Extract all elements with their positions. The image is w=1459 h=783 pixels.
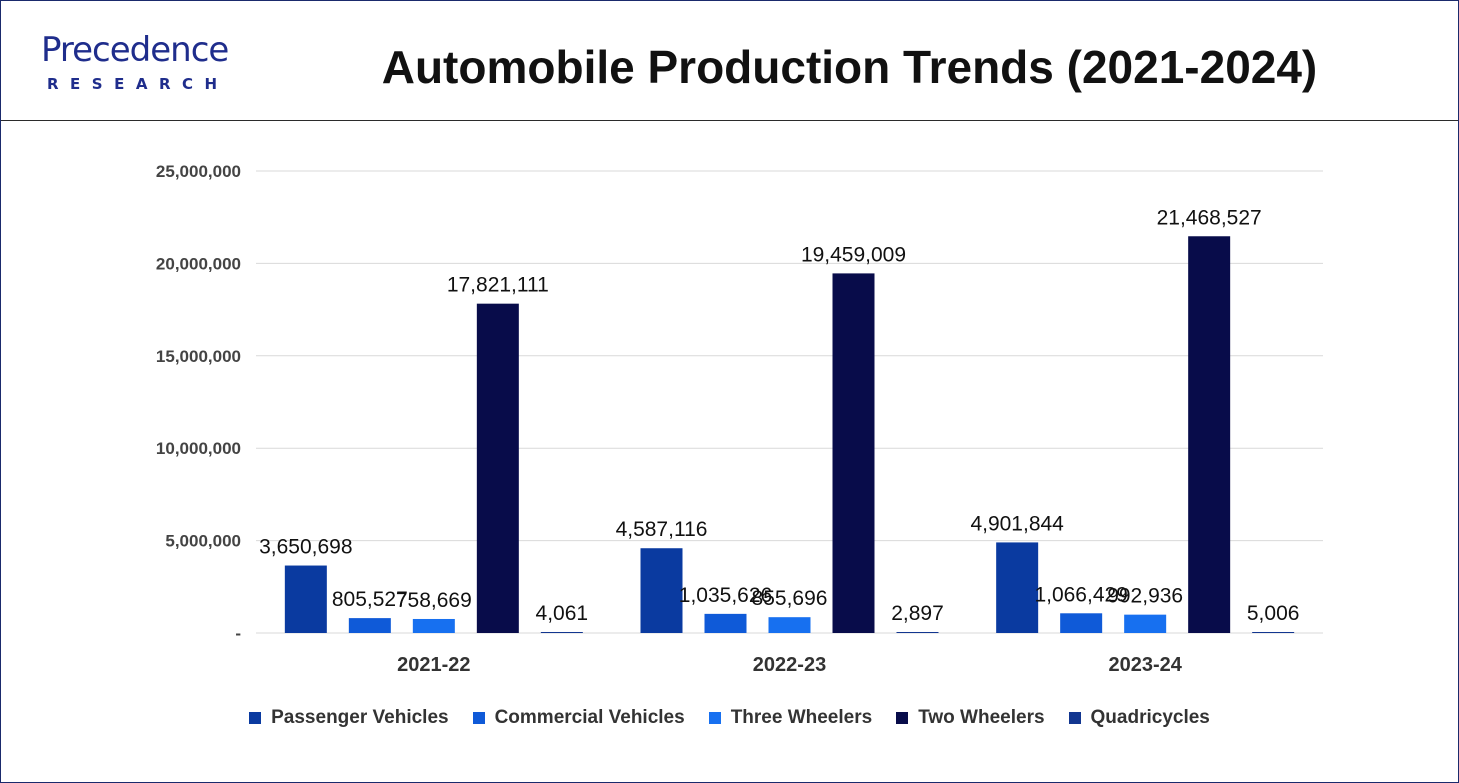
bar-three-wheelers [412, 618, 455, 633]
data-label: 19,459,009 [801, 243, 906, 266]
legend-swatch [896, 712, 909, 724]
legend-swatch [249, 712, 262, 724]
legend-label: Commercial Vehicles [494, 707, 685, 728]
logo-wordmark: Precedence [41, 30, 229, 70]
legend-swatch [1068, 712, 1081, 724]
data-label: 5,006 [1247, 602, 1300, 625]
bar-two-wheelers [476, 303, 519, 633]
bar-chart: - 5,000,000 10,000,000 15,000,000 20,000,000… [156, 162, 1323, 676]
data-label: 805,527 [332, 588, 408, 611]
bar-commercial-vehicles [348, 618, 391, 633]
bar-commercial-vehicles [704, 613, 747, 633]
precedence-research-logo: Precedence RESEARCH [41, 31, 271, 101]
legend-swatch [472, 712, 485, 724]
bar-passenger-vehicles [640, 548, 683, 633]
bar-two-wheelers [1188, 236, 1231, 633]
bar-commercial-vehicles [1060, 613, 1103, 633]
bar-quadricycles [540, 632, 583, 633]
data-label: 2,897 [891, 602, 944, 625]
bar-passenger-vehicles [996, 542, 1039, 633]
data-label: 758,669 [396, 589, 472, 612]
legend-label: Quadricycles [1090, 707, 1210, 728]
data-label: 17,821,111 [447, 274, 549, 297]
chart-title: Automobile Production Trends (2021-2024) [381, 41, 1318, 93]
y-tick-label: 15,000,000 [156, 347, 241, 366]
data-label: 4,901,844 [970, 512, 1064, 535]
x-tick-label: 2022-23 [753, 654, 826, 676]
bar-three-wheelers [768, 617, 811, 633]
bar-passenger-vehicles [284, 565, 327, 633]
x-tick-label: 2021-22 [397, 654, 470, 676]
legend-item: Three Wheelers [708, 707, 873, 729]
legend-label: Passenger Vehicles [271, 707, 449, 728]
chart-legend: Passenger Vehicles Commercial Vehicles Thr… [1, 707, 1458, 729]
legend-item: Passenger Vehicles [249, 707, 449, 729]
y-tick-label: 5,000,000 [165, 532, 241, 551]
data-label: 4,587,116 [616, 518, 708, 541]
bar-two-wheelers [832, 273, 875, 633]
y-tick-label: 10,000,000 [156, 439, 241, 458]
legend-item: Commercial Vehicles [472, 707, 685, 729]
data-label: 992,936 [1107, 585, 1183, 608]
data-label: 21,468,527 [1157, 206, 1262, 229]
legend-item: Quadricycles [1068, 707, 1210, 729]
y-tick-label: - [235, 624, 241, 643]
data-label: 1,035,626 [679, 584, 772, 607]
header: Precedence RESEARCH Automobile Productio… [1, 1, 1458, 121]
y-tick-label: 25,000,000 [156, 162, 241, 181]
legend-label: Two Wheelers [918, 707, 1045, 728]
legend-label: Three Wheelers [730, 707, 873, 728]
logo-subtitle: RESEARCH [47, 75, 229, 93]
legend-item: Two Wheelers [896, 707, 1045, 729]
bar-quadricycles [896, 632, 939, 633]
y-tick-label: 20,000,000 [156, 254, 241, 273]
x-tick-label: 2023-24 [1108, 654, 1182, 676]
bar-three-wheelers [1124, 614, 1167, 633]
data-label: 1,066,429 [1034, 583, 1127, 606]
data-label: 4,061 [536, 602, 589, 625]
data-label: 855,696 [752, 587, 828, 610]
bar-quadricycles [1252, 632, 1295, 633]
legend-swatch [708, 712, 721, 724]
data-label: 3,650,698 [259, 536, 352, 559]
